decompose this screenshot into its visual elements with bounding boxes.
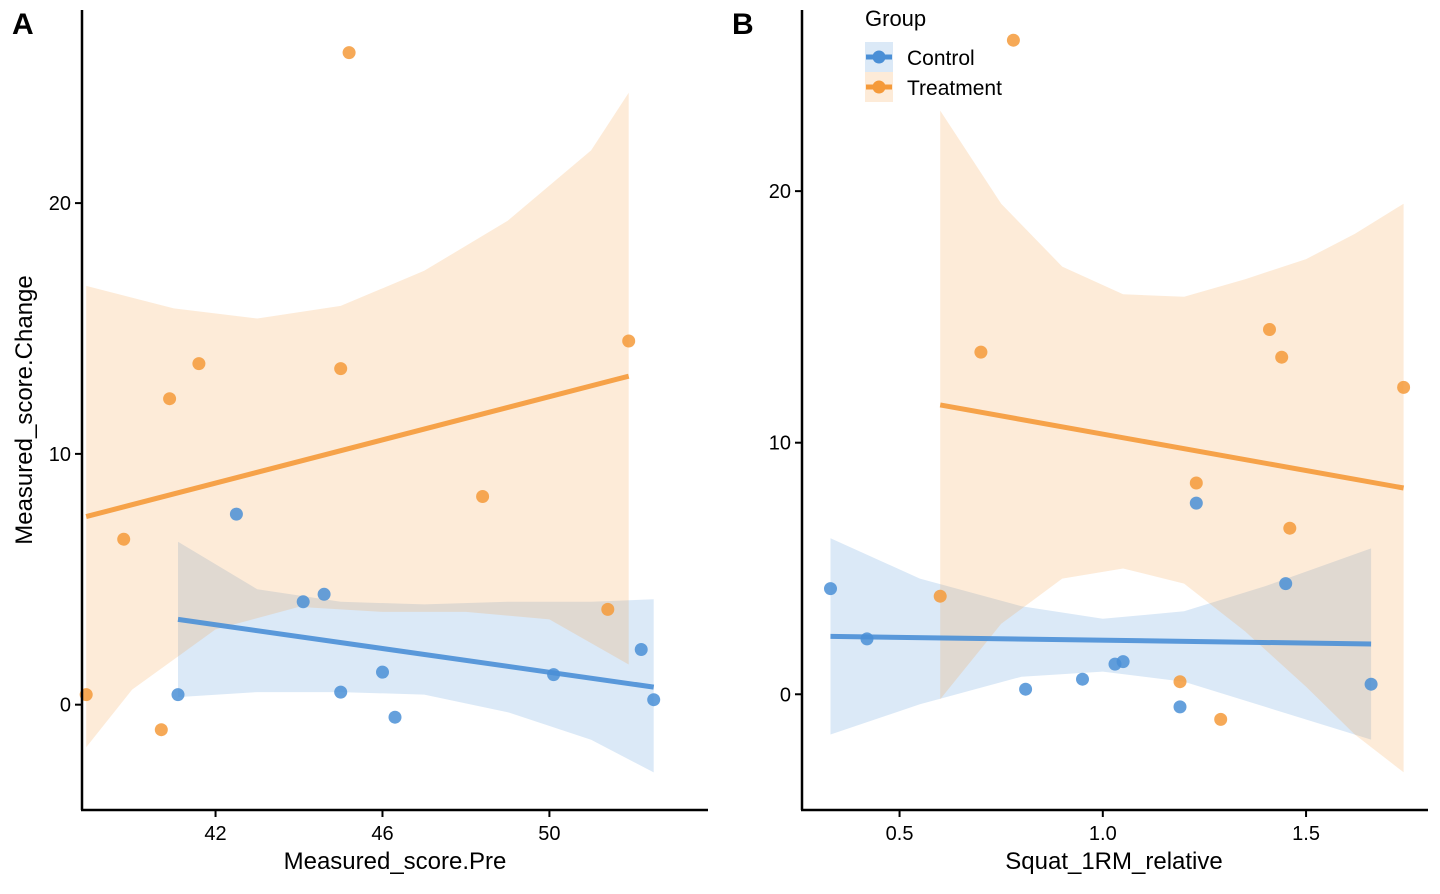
y-tick-label-b-2: 20	[769, 181, 791, 203]
point-treatment-a-4	[192, 357, 206, 371]
point-control-b-0	[824, 582, 837, 596]
ci-band-treatment-b	[940, 110, 1404, 773]
point-control-b-7	[1189, 496, 1203, 510]
point-control-a-0	[171, 688, 185, 702]
point-control-b-8	[1279, 577, 1293, 591]
point-treatment-b-4	[1189, 476, 1203, 490]
panel-a: 42 46 50 0 10 20 Measured_score.Pre Measured_sc…	[11, 8, 708, 875]
point-treatment-a-5	[334, 362, 348, 376]
point-control-a-4	[334, 685, 348, 699]
y-tick-label-b-0: 0	[780, 684, 791, 706]
y-tick-label-a-0: 0	[60, 695, 71, 717]
point-control-a-1	[229, 507, 243, 521]
legend-title: Group	[865, 6, 926, 31]
fit-line-treatment-b	[939, 402, 1405, 491]
x-tick-label-a-2: 50	[538, 823, 560, 845]
fit-line-control-b	[830, 633, 1372, 647]
point-treatment-a-3	[163, 392, 177, 406]
x-tick-label-b-2: 1.5	[1292, 823, 1320, 845]
y-tick-label-a-2: 20	[49, 193, 71, 215]
legend-label-treatment: Treatment	[907, 77, 1002, 100]
panel-b: 0.5 1.0 1.5 0 10 20 Squat_1RM_relative B	[732, 8, 1428, 875]
point-treatment-b-3	[1173, 675, 1187, 689]
point-treatment-b-9	[1397, 380, 1411, 394]
point-treatment-a-2	[154, 723, 168, 737]
point-control-a-3	[317, 587, 331, 601]
point-control-a-2	[296, 595, 310, 609]
y-tick-label-b-1: 10	[769, 433, 791, 455]
x-axis-title-a: Measured_score.Pre	[284, 848, 507, 875]
point-control-b-6	[1173, 700, 1187, 714]
legend-item-control: Control	[865, 42, 975, 72]
legend: Group Control Treatment	[865, 6, 1002, 102]
fit-line-control-a	[177, 616, 655, 690]
x-axis-title-b: Squat_1RM_relative	[1005, 848, 1222, 875]
point-treatment-b-0	[933, 589, 947, 603]
point-control-a-9	[647, 693, 661, 707]
point-treatment-a-8	[601, 602, 615, 616]
point-treatment-a-6	[342, 46, 356, 60]
point-control-a-6	[388, 710, 402, 724]
point-treatment-b-5	[1214, 712, 1228, 726]
point-control-b-5	[1116, 655, 1130, 669]
ci-band-control-a	[178, 541, 654, 773]
point-treatment-a-9	[622, 334, 636, 348]
point-control-a-8	[634, 643, 648, 656]
legend-item-treatment: Treatment	[865, 72, 1002, 102]
x-tick-label-b-1: 1.0	[1089, 823, 1117, 845]
ci-band-treatment-a	[86, 92, 629, 748]
point-treatment-a-7	[476, 490, 490, 503]
legend-key-dot-treatment	[872, 80, 886, 94]
point-treatment-a-1	[117, 532, 131, 546]
point-control-b-2	[1019, 682, 1033, 696]
legend-label-control: Control	[907, 47, 975, 70]
panel-tag-a: A	[12, 8, 34, 41]
point-control-b-3	[1076, 672, 1089, 686]
point-treatment-b-1	[974, 345, 988, 359]
fit-line-treatment-a	[85, 373, 630, 520]
x-tick-label-a-1: 46	[371, 823, 393, 845]
point-treatment-b-7	[1275, 350, 1289, 364]
panel-tag-b: B	[732, 8, 754, 41]
point-control-a-5	[376, 665, 389, 679]
x-tick-label-b-0: 0.5	[886, 823, 914, 845]
point-treatment-b-8	[1283, 521, 1297, 535]
y-axis-title-a: Measured_score.Change	[11, 275, 38, 545]
legend-key-dot-control	[872, 50, 886, 64]
y-tick-label-a-1: 10	[49, 444, 71, 466]
point-control-b-9	[1364, 677, 1378, 691]
x-tick-label-a-0: 42	[204, 823, 226, 845]
point-treatment-b-6	[1263, 323, 1276, 336]
point-treatment-b-2	[1006, 33, 1020, 47]
